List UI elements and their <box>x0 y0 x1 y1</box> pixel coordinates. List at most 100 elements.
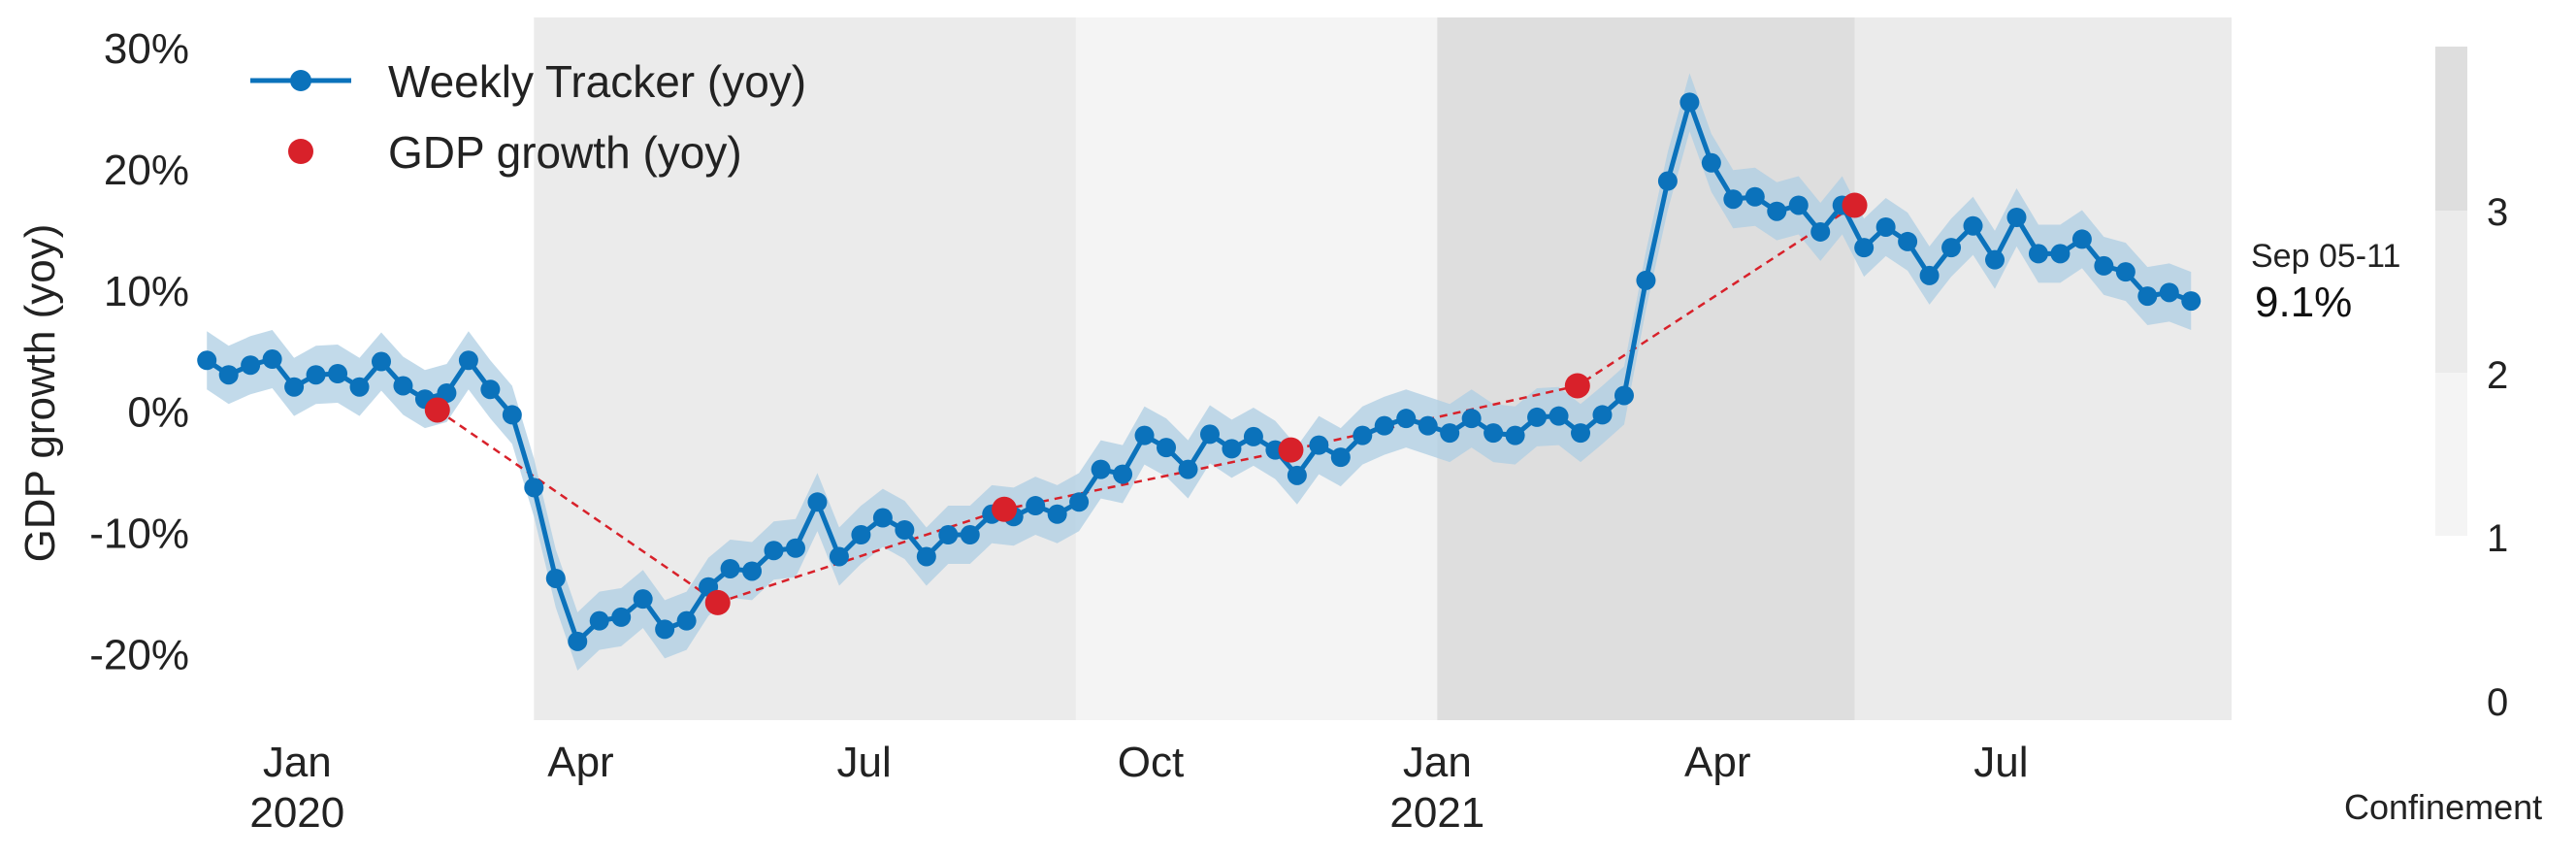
legend-gdp-label: GDP growth (yoy) <box>388 127 742 178</box>
tracker-point-3 <box>241 355 261 376</box>
colorbar-title: Confinement <box>2344 787 2542 827</box>
x-tick-label: Jan <box>1403 739 1472 786</box>
tracker-point-69 <box>1679 92 1700 113</box>
tracker-point-45 <box>1157 438 1177 458</box>
tracker-point-17 <box>545 568 566 588</box>
tracker-point-86 <box>2050 244 2071 264</box>
latest-value-annotation: Sep 05-11 9.1% <box>2251 238 2400 326</box>
tracker-point-18 <box>568 631 588 651</box>
tracker-point-19 <box>589 610 609 631</box>
tracker-point-21 <box>633 589 653 610</box>
confinement-period-4 <box>1854 17 2232 720</box>
tracker-point-2 <box>218 365 239 385</box>
gdp-point-3 <box>992 496 1018 522</box>
tracker-point-15 <box>502 405 522 425</box>
tracker-point-4 <box>262 349 282 370</box>
tracker-point-63 <box>1549 406 1569 426</box>
tracker-point-72 <box>1745 186 1765 207</box>
tracker-point-32 <box>872 508 893 528</box>
tracker-point-88 <box>2094 255 2114 276</box>
tracker-point-30 <box>829 546 849 567</box>
gdp-point-1 <box>424 397 450 423</box>
tracker-point-59 <box>1461 409 1482 429</box>
y-tick-label: 0% <box>127 389 189 437</box>
tracker-point-35 <box>938 525 959 545</box>
tracker-point-14 <box>480 379 501 400</box>
gdp-growth-series <box>437 204 1856 605</box>
tracker-point-77 <box>1854 238 1875 258</box>
colorbar-tick-2: 2 <box>2487 354 2508 397</box>
tracker-point-60 <box>1484 423 1504 444</box>
tracker-point-48 <box>1222 439 1242 459</box>
legend-gdp-marker-swatch <box>288 139 313 164</box>
tracker-point-80 <box>1919 265 1940 285</box>
gdp-point-2 <box>704 589 731 615</box>
tracker-point-39 <box>1026 496 1046 516</box>
tracker-point-7 <box>328 363 348 383</box>
confinement-period-3 <box>1437 17 1855 720</box>
tracker-point-1 <box>197 350 217 371</box>
tracker-point-79 <box>1898 231 1918 251</box>
tracker-point-16 <box>524 478 544 498</box>
x-tick-label: Oct <box>1118 739 1184 786</box>
tracker-point-23 <box>676 610 697 631</box>
tracker-point-61 <box>1505 425 1525 445</box>
tracker-point-51 <box>1287 465 1307 485</box>
y-axis-ticks: 30% 20% 10% 0% -10% -20% <box>89 25 189 678</box>
tracker-point-65 <box>1592 405 1613 425</box>
tracker-point-92 <box>2181 291 2201 312</box>
tracker-point-71 <box>1723 189 1744 210</box>
tracker-point-26 <box>742 561 763 581</box>
confinement-colorbar: 3 2 1 0 Confinement <box>2344 47 2542 827</box>
tracker-point-74 <box>1788 195 1809 215</box>
tracker-point-28 <box>785 538 805 558</box>
tracker-point-34 <box>916 546 936 567</box>
colorbar-tick-3: 3 <box>2487 191 2508 234</box>
tracker-point-13 <box>458 350 478 371</box>
x-tick-label: Jul <box>836 739 891 786</box>
tracker-point-52 <box>1309 435 1329 455</box>
tracker-point-68 <box>1657 171 1678 191</box>
tracker-point-43 <box>1113 464 1133 484</box>
tracker-point-6 <box>306 365 326 385</box>
tracker-point-57 <box>1418 415 1438 436</box>
weekly-tracker-series <box>197 92 2201 651</box>
legend: Weekly Tracker (yoy) GDP growth (yoy) <box>250 56 806 178</box>
x-tick-year-label: 2020 <box>249 789 344 837</box>
tracker-point-33 <box>895 520 915 541</box>
y-tick-label: -20% <box>89 631 189 678</box>
tracker-point-83 <box>1985 249 2005 270</box>
legend-item-tracker: Weekly Tracker (yoy) <box>250 56 806 107</box>
tracker-point-90 <box>2137 286 2158 307</box>
tracker-point-22 <box>655 619 675 640</box>
colorbar-segment-2 <box>2435 211 2467 373</box>
tracker-point-85 <box>2028 244 2048 264</box>
tracker-point-62 <box>1527 407 1548 427</box>
tracker-point-81 <box>1941 238 1962 258</box>
tracker-point-89 <box>2115 262 2136 282</box>
tracker-point-20 <box>611 607 632 627</box>
tracker-point-78 <box>1875 216 1896 237</box>
tracker-point-8 <box>349 377 370 397</box>
tracker-point-36 <box>960 525 980 545</box>
x-tick-label: Apr <box>547 739 613 786</box>
x-tick-label: Jan <box>263 739 332 786</box>
tracker-point-64 <box>1571 423 1591 444</box>
gdp-point-6 <box>1842 192 1868 218</box>
tracker-point-70 <box>1701 152 1721 173</box>
tracker-point-58 <box>1440 423 1460 444</box>
tracker-point-41 <box>1069 492 1090 512</box>
annotation-date-label: Sep 05-11 <box>2251 238 2400 275</box>
tracker-point-54 <box>1353 425 1373 445</box>
tracker-point-53 <box>1330 447 1351 468</box>
tracker-point-67 <box>1636 270 1656 290</box>
colorbar-tick-1: 1 <box>2487 517 2508 560</box>
x-tick-label: Jul <box>1973 739 2028 786</box>
legend-tracker-label: Weekly Tracker (yoy) <box>388 56 806 107</box>
tracker-point-31 <box>851 525 871 545</box>
confinement-period-2 <box>1075 17 1438 720</box>
y-tick-label: 20% <box>104 147 189 194</box>
confinement-shading <box>534 17 2232 720</box>
tracker-point-49 <box>1243 426 1263 446</box>
